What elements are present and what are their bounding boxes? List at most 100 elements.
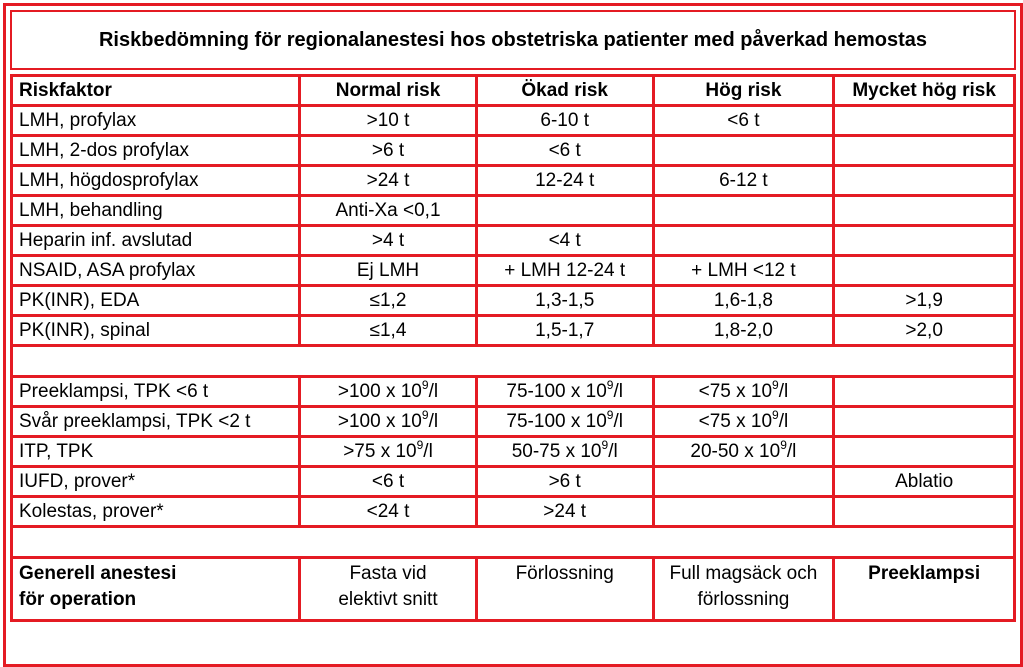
risk-cell: + LMH <12 t bbox=[654, 257, 833, 284]
exponent: 9 bbox=[772, 378, 779, 392]
risk-cell: 75-100 x 109/l bbox=[477, 378, 652, 405]
table-row: Kolestas, prover* <24 t >24 t bbox=[13, 498, 1013, 525]
row-label: Kolestas, prover* bbox=[13, 498, 299, 525]
risk-cell: 1,6-1,8 bbox=[654, 287, 833, 314]
table-row: LMH, behandling Anti-Xa <0,1 bbox=[13, 197, 1013, 224]
count-value: 50-75 x 10 bbox=[511, 441, 602, 462]
footer-label-line1: Generell anestesi bbox=[19, 563, 177, 584]
table-row: IUFD, prover* <6 t >6 t Ablatio bbox=[13, 468, 1013, 495]
footer-label-line2: för operation bbox=[19, 589, 137, 610]
footer-hog-line2: förlossning bbox=[697, 589, 790, 610]
risk-cell: + LMH 12-24 t bbox=[477, 257, 652, 284]
risk-cell: <4 t bbox=[477, 227, 652, 254]
risk-cell: ≤1,2 bbox=[301, 287, 475, 314]
risk-cell bbox=[477, 197, 652, 224]
row-label: ITP, TPK bbox=[13, 438, 299, 465]
unit: /l bbox=[613, 411, 623, 432]
risk-cell: ≤1,4 bbox=[301, 317, 475, 344]
exponent: 9 bbox=[606, 378, 614, 392]
footer-okad: Förlossning bbox=[477, 559, 652, 619]
risk-cell: 1,3-1,5 bbox=[477, 287, 652, 314]
risk-cell: >4 t bbox=[301, 227, 475, 254]
table-row: PK(INR), EDA ≤1,2 1,3-1,5 1,6-1,8 >1,9 bbox=[13, 287, 1013, 314]
count-value: <75 x 10 bbox=[698, 381, 773, 402]
table-row: LMH, högdosprofylax >24 t 12-24 t 6-12 t bbox=[13, 167, 1013, 194]
spacer-row bbox=[13, 347, 1013, 375]
footer-hog: Full magsäck och förlossning bbox=[654, 559, 833, 619]
risk-cell: <6 t bbox=[301, 468, 475, 495]
exponent: 9 bbox=[780, 438, 787, 452]
risk-cell bbox=[835, 167, 1013, 194]
count-value: <75 x 10 bbox=[698, 411, 773, 432]
table-row: ITP, TPK >75 x 109/l 50-75 x 109/l 20-50 x … bbox=[13, 438, 1013, 465]
row-label: IUFD, prover* bbox=[13, 468, 299, 495]
row-label: LMH, behandling bbox=[13, 197, 299, 224]
footer-label: Generell anestesi för operation bbox=[13, 559, 299, 619]
spacer-cell bbox=[13, 347, 1013, 375]
footer-normal-line2: elektivt snitt bbox=[338, 589, 438, 610]
row-label: Heparin inf. avslutad bbox=[13, 227, 299, 254]
risk-cell: >24 t bbox=[301, 167, 475, 194]
risk-cell bbox=[835, 257, 1013, 284]
risk-cell bbox=[654, 498, 833, 525]
risk-cell bbox=[835, 137, 1013, 164]
risk-cell: >75 x 109/l bbox=[301, 438, 475, 465]
table-row: Svår preeklampsi, TPK <2 t >100 x 109/l 75… bbox=[13, 408, 1013, 435]
unit: /l bbox=[778, 411, 789, 432]
risk-cell: 20-50 x 109/l bbox=[654, 438, 833, 465]
row-label: NSAID, ASA profylax bbox=[13, 257, 299, 284]
risk-cell bbox=[835, 227, 1013, 254]
count-value: >100 x 10 bbox=[337, 381, 422, 402]
risk-cell bbox=[654, 137, 833, 164]
table-row: LMH, profylax >10 t 6-10 t <6 t bbox=[13, 107, 1013, 134]
risk-cell: >2,0 bbox=[835, 317, 1013, 344]
footer-normal: Fasta vid elektivt snitt bbox=[301, 559, 475, 619]
spacer-cell bbox=[13, 528, 1013, 556]
risk-cell: <6 t bbox=[477, 137, 652, 164]
risk-cell: 12-24 t bbox=[477, 167, 652, 194]
risk-cell: >6 t bbox=[301, 137, 475, 164]
exponent: 9 bbox=[601, 438, 609, 452]
risk-cell bbox=[654, 197, 833, 224]
risk-cell bbox=[835, 197, 1013, 224]
risk-table-frame: Riskbedömning för regionalanestesi hos o… bbox=[3, 3, 1023, 667]
risk-cell bbox=[835, 438, 1013, 465]
unit: /l bbox=[778, 381, 789, 402]
unit: /l bbox=[786, 441, 797, 462]
footer-hog-line1: Full magsäck och bbox=[669, 563, 818, 584]
exponent: 9 bbox=[416, 438, 424, 452]
risk-cell bbox=[835, 107, 1013, 134]
risk-cell: 75-100 x 109/l bbox=[477, 408, 652, 435]
exponent: 9 bbox=[421, 378, 429, 392]
exponent: 9 bbox=[606, 408, 614, 422]
unit: /l bbox=[423, 441, 433, 462]
risk-cell: Anti-Xa <0,1 bbox=[301, 197, 475, 224]
header-hog-risk: Hög risk bbox=[654, 77, 833, 104]
risk-cell: 1,5-1,7 bbox=[477, 317, 652, 344]
risk-cell: >100 x 109/l bbox=[301, 408, 475, 435]
risk-cell: Ej LMH bbox=[301, 257, 475, 284]
exponent: 9 bbox=[421, 408, 429, 422]
header-normal-risk: Normal risk bbox=[301, 77, 475, 104]
spacer-row bbox=[13, 528, 1013, 556]
risk-cell bbox=[654, 468, 833, 495]
footer-row: Generell anestesi för operation Fasta vid e… bbox=[13, 559, 1013, 619]
row-label: PK(INR), EDA bbox=[13, 287, 299, 314]
risk-cell bbox=[654, 227, 833, 254]
count-value: >100 x 10 bbox=[337, 411, 422, 432]
risk-cell bbox=[835, 498, 1013, 525]
risk-cell: <75 x 109/l bbox=[654, 378, 833, 405]
risk-table: Riskfaktor Normal risk Ökad risk Hög ris… bbox=[10, 74, 1016, 622]
risk-cell bbox=[835, 408, 1013, 435]
unit: /l bbox=[608, 441, 618, 462]
header-riskfaktor: Riskfaktor bbox=[13, 77, 299, 104]
risk-cell: >100 x 109/l bbox=[301, 378, 475, 405]
row-label: LMH, 2-dos profylax bbox=[13, 137, 299, 164]
footer-normal-line1: Fasta vid bbox=[349, 563, 427, 584]
header-mycket-hog-risk: Mycket hög risk bbox=[835, 77, 1013, 104]
count-value: 75-100 x 10 bbox=[506, 411, 607, 432]
risk-cell: >10 t bbox=[301, 107, 475, 134]
table-row: Preeklampsi, TPK <6 t >100 x 109/l 75-100 … bbox=[13, 378, 1013, 405]
row-label: Preeklampsi, TPK <6 t bbox=[13, 378, 299, 405]
table-title: Riskbedömning för regionalanestesi hos o… bbox=[10, 10, 1016, 70]
